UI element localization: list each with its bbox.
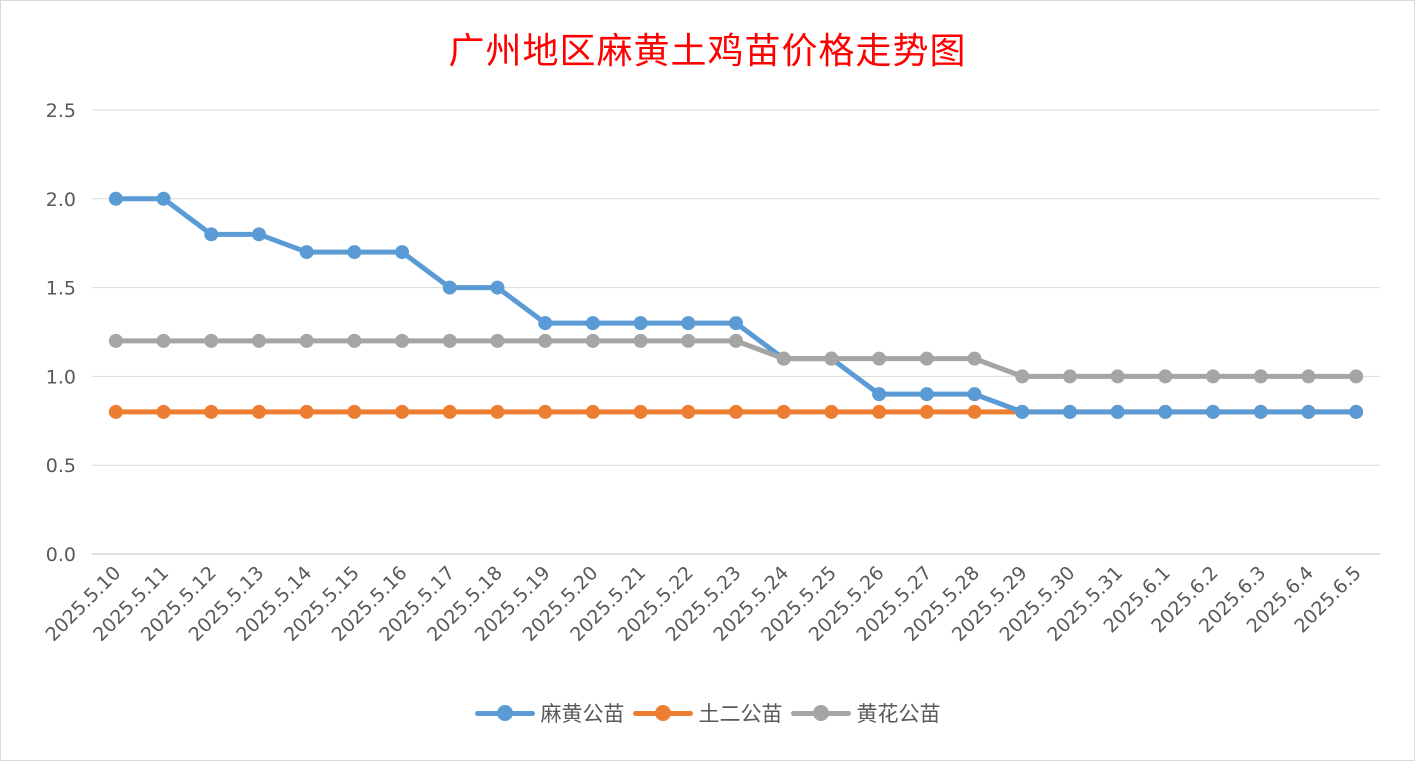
data-point bbox=[1110, 404, 1125, 419]
data-point bbox=[872, 387, 887, 402]
data-point bbox=[204, 227, 219, 242]
data-point bbox=[538, 404, 553, 419]
legend-item: 黄花公苗 bbox=[790, 698, 941, 728]
data-point bbox=[681, 333, 696, 348]
data-point bbox=[824, 351, 839, 366]
data-point bbox=[1062, 404, 1077, 419]
data-point bbox=[729, 404, 743, 419]
data-point bbox=[872, 351, 887, 366]
data-point bbox=[919, 351, 934, 366]
data-point bbox=[204, 333, 219, 348]
y-tick-label: 2.0 bbox=[46, 189, 76, 211]
chart-title: 广州地区麻黄土鸡苗价格走势图 bbox=[448, 31, 967, 72]
data-point bbox=[1206, 369, 1221, 384]
data-point bbox=[1301, 404, 1316, 419]
y-tick-label: 1.0 bbox=[46, 366, 76, 388]
y-tick-label: 0.0 bbox=[46, 544, 76, 566]
data-point bbox=[1158, 404, 1173, 419]
data-point bbox=[681, 404, 696, 419]
data-point bbox=[490, 280, 505, 295]
data-point bbox=[1110, 369, 1125, 384]
data-point bbox=[776, 404, 791, 419]
data-point bbox=[299, 404, 314, 419]
data-point bbox=[967, 351, 982, 366]
data-point bbox=[299, 333, 314, 348]
data-point bbox=[251, 404, 266, 419]
y-tick-label: 0.5 bbox=[46, 455, 76, 477]
data-point bbox=[347, 333, 362, 348]
legend-swatch bbox=[632, 699, 693, 727]
legend-swatch bbox=[790, 699, 851, 727]
data-point bbox=[347, 404, 362, 419]
data-point bbox=[1158, 369, 1173, 384]
legend-label: 黄花公苗 bbox=[856, 702, 941, 726]
data-point bbox=[1349, 369, 1364, 384]
data-point bbox=[156, 191, 171, 206]
data-point bbox=[585, 316, 600, 331]
data-point bbox=[299, 245, 314, 260]
data-point bbox=[538, 316, 553, 331]
data-point bbox=[824, 404, 839, 419]
series-line bbox=[108, 333, 1364, 384]
data-point bbox=[251, 333, 266, 348]
data-point bbox=[1253, 404, 1268, 419]
data-point bbox=[633, 316, 648, 331]
data-point bbox=[729, 333, 743, 348]
data-point bbox=[919, 387, 934, 402]
data-point bbox=[633, 333, 648, 348]
data-point bbox=[251, 227, 266, 242]
data-point bbox=[1015, 369, 1030, 384]
data-point bbox=[442, 280, 457, 295]
y-tick-label: 2.5 bbox=[46, 100, 76, 122]
data-point bbox=[347, 245, 362, 260]
data-point bbox=[395, 404, 410, 419]
data-point bbox=[585, 333, 600, 348]
legend-label: 土二公苗 bbox=[698, 702, 783, 726]
data-point bbox=[490, 404, 505, 419]
legend: 麻黄公苗 土二公苗 黄花公苗 bbox=[0, 698, 1415, 728]
data-point bbox=[681, 316, 696, 331]
data-point bbox=[585, 404, 600, 419]
data-point bbox=[776, 351, 791, 366]
data-point bbox=[538, 333, 553, 348]
data-point bbox=[395, 333, 410, 348]
series-line bbox=[108, 191, 1364, 419]
data-point bbox=[490, 333, 505, 348]
legend-swatch bbox=[474, 699, 535, 727]
data-point bbox=[1015, 404, 1030, 419]
data-point bbox=[729, 316, 743, 331]
data-point bbox=[442, 333, 457, 348]
data-point bbox=[633, 404, 648, 419]
data-point bbox=[156, 333, 171, 348]
data-point bbox=[967, 404, 982, 419]
data-point bbox=[919, 404, 934, 419]
data-point bbox=[1349, 404, 1364, 419]
data-point bbox=[442, 404, 457, 419]
legend-item: 麻黄公苗 bbox=[474, 698, 625, 728]
data-point bbox=[967, 387, 982, 402]
legend-label: 麻黄公苗 bbox=[540, 702, 625, 726]
data-point bbox=[204, 404, 219, 419]
data-point bbox=[108, 333, 123, 348]
data-point bbox=[1301, 369, 1316, 384]
data-point bbox=[1062, 369, 1077, 384]
y-tick-label: 1.5 bbox=[46, 278, 76, 300]
data-point bbox=[108, 191, 123, 206]
data-point bbox=[872, 404, 887, 419]
data-point bbox=[108, 404, 123, 419]
data-point bbox=[1253, 369, 1268, 384]
data-point bbox=[1206, 404, 1221, 419]
data-point bbox=[395, 245, 410, 260]
legend-item: 土二公苗 bbox=[632, 698, 783, 728]
data-point bbox=[156, 404, 171, 419]
